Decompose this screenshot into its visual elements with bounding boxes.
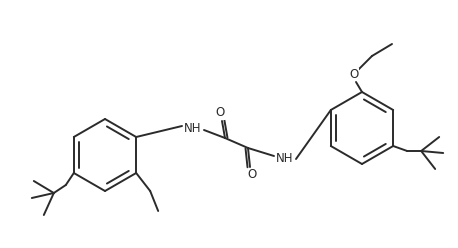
Text: O: O — [215, 106, 224, 120]
Text: NH: NH — [276, 152, 294, 164]
Text: O: O — [349, 67, 359, 81]
Text: NH: NH — [184, 122, 202, 134]
Text: O: O — [247, 168, 256, 182]
